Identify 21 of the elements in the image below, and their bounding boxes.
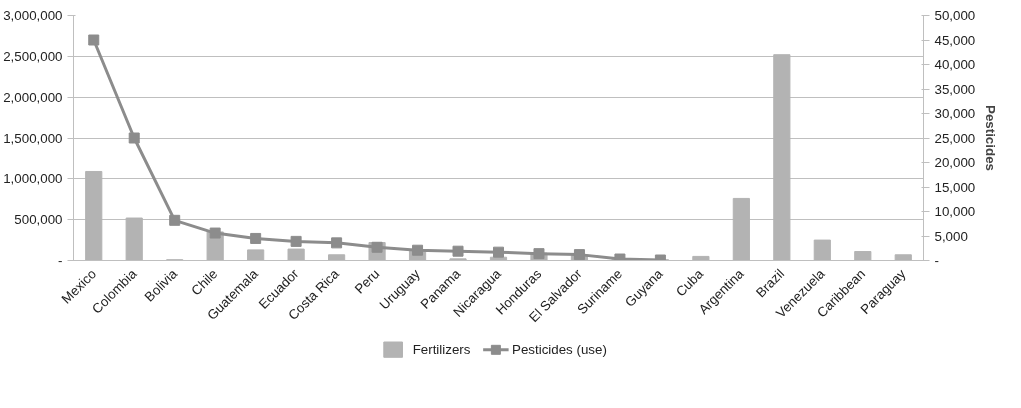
y2-tick-label: 40,000 bbox=[934, 57, 976, 72]
y2-tick-label: 10,000 bbox=[934, 204, 976, 219]
y-tick-label: 2,000,000 bbox=[3, 89, 63, 105]
y2-tick-label: 50,000 bbox=[934, 8, 976, 23]
y-tick-label: 2,500,000 bbox=[3, 48, 63, 64]
y2-tick-label: 35,000 bbox=[934, 81, 976, 97]
y-tick-label: 3,000,000 bbox=[3, 8, 63, 23]
y-tick-label: 1,500,000 bbox=[3, 130, 63, 146]
y2-tick-label: 5,000 bbox=[934, 228, 968, 244]
y2-tick-label: 20,000 bbox=[934, 155, 976, 170]
y2-tick-label: 15,000 bbox=[934, 179, 976, 195]
y2-axis-title: Pesticides bbox=[983, 105, 999, 171]
legend-label: Fertilizers bbox=[412, 342, 471, 358]
y2-tick-label: 30,000 bbox=[934, 106, 976, 121]
y2-tick-label: - bbox=[934, 253, 939, 268]
y2-tick-label: 25,000 bbox=[934, 130, 976, 146]
legend-label: Pesticides (use) bbox=[512, 342, 607, 358]
y2-tick-label: 45,000 bbox=[934, 32, 976, 48]
y-tick-label: 500,000 bbox=[14, 212, 63, 228]
y-tick-label: - bbox=[58, 253, 63, 268]
y-tick-label: 1,000,000 bbox=[3, 171, 63, 187]
